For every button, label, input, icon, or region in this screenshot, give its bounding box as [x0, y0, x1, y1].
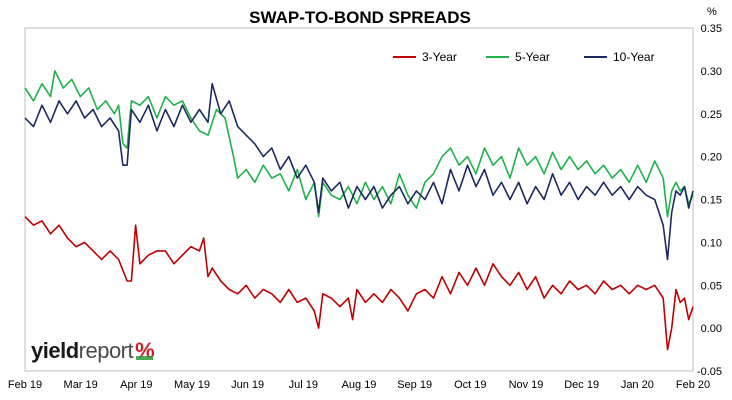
chart-title: SWAP-TO-BOND SPREADS: [249, 8, 471, 27]
y-tick-label: -0.05: [697, 366, 722, 378]
logo-word-yield: yield: [31, 338, 79, 363]
y-tick-label: 0.05: [701, 280, 722, 292]
series-line-3-year: [24, 216, 694, 351]
series-line-5-year: [24, 70, 694, 218]
x-tick-label: Aug 19: [342, 379, 377, 391]
x-tick-label: May 19: [174, 379, 210, 391]
series-line-10-year: [24, 82, 694, 261]
plot-area: [24, 27, 694, 372]
x-tick-label: Jun 19: [231, 379, 264, 391]
x-tick-label: Jul 19: [289, 379, 318, 391]
y-tick-label: 0.20: [701, 152, 722, 164]
series-group: [24, 70, 694, 351]
x-tick-label: Mar 19: [64, 379, 98, 391]
x-tick-label: Feb 19: [8, 379, 42, 391]
x-tick-label: Nov 19: [509, 379, 544, 391]
x-tick-label: Jan 20: [621, 379, 654, 391]
x-tick-label: Dec 19: [564, 379, 599, 391]
y-axis: -0.05 0.00 0.05 0.10 0.15 0.20 0.25 0.30 0.35: [697, 23, 722, 378]
legend-label-10-year: 10-Year: [613, 50, 655, 64]
logo-percent-mark: %: [135, 338, 155, 363]
legend: 3-Year 5-Year 10-Year: [393, 50, 655, 64]
yieldreport-logo: yieldreport%: [31, 338, 155, 363]
legend-label-3-year: 3-Year: [422, 50, 457, 64]
y-tick-label: 0.25: [701, 109, 722, 121]
y-tick-label: 0.30: [701, 66, 722, 78]
legend-label-5-year: 5-Year: [515, 50, 550, 64]
y-tick-label: 0.00: [701, 323, 722, 335]
y-tick-label: 0.10: [701, 237, 722, 249]
x-axis: Feb 19 Mar 19 Apr 19 May 19 Jun 19 Jul 19 Aug …: [8, 379, 710, 391]
y-tick-label: 0.35: [701, 23, 722, 35]
x-tick-label: Apr 19: [120, 379, 152, 391]
x-tick-label: Sep 19: [397, 379, 432, 391]
x-tick-label: Oct 19: [454, 379, 486, 391]
y-axis-unit: %: [707, 6, 717, 18]
x-tick-label: Feb 20: [676, 379, 710, 391]
logo-word-report: report: [78, 338, 134, 363]
y-tick-label: 0.15: [701, 195, 722, 207]
